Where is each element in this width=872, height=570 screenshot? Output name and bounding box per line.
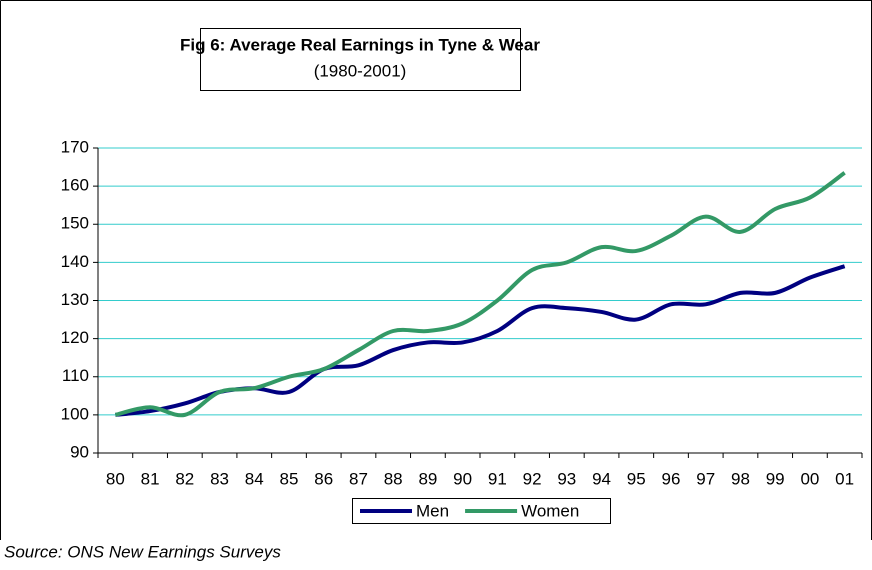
x-tick-label: 98 xyxy=(731,469,750,488)
y-tick-label: 100 xyxy=(61,404,89,423)
y-tick-label: 140 xyxy=(61,252,89,271)
x-tick-label: 93 xyxy=(557,469,576,488)
x-tick-label: 83 xyxy=(210,469,229,488)
x-tick-label: 92 xyxy=(523,469,542,488)
x-tick-label: 97 xyxy=(696,469,715,488)
y-tick-label: 150 xyxy=(61,214,89,233)
x-tick-label: 88 xyxy=(384,469,403,488)
source-note: Source: ONS New Earnings Surveys xyxy=(4,542,281,561)
x-tick-label: 01 xyxy=(835,469,854,488)
x-tick-label: 00 xyxy=(800,469,819,488)
series-line xyxy=(114,171,846,418)
x-tick-label: 91 xyxy=(488,469,507,488)
y-tick-label: 120 xyxy=(61,328,89,347)
x-tick-label: 96 xyxy=(662,469,681,488)
x-tick-label: 81 xyxy=(141,469,160,488)
title-box xyxy=(200,28,521,91)
y-tick-label: 160 xyxy=(61,176,89,195)
y-tick-label: 130 xyxy=(61,290,89,309)
x-tick-label: 85 xyxy=(280,469,299,488)
y-tick-label: 170 xyxy=(61,137,89,156)
x-tick-label: 90 xyxy=(453,469,472,488)
x-tick-label: 87 xyxy=(349,469,368,488)
x-tick-label: 84 xyxy=(245,469,264,488)
chart-title: Fig 6: Average Real Earnings in Tyne & W… xyxy=(180,35,540,54)
x-tick-label: 99 xyxy=(766,469,785,488)
x-tick-label: 86 xyxy=(314,469,333,488)
legend-label: Men xyxy=(416,501,449,520)
x-tick-label: 95 xyxy=(627,469,646,488)
legend-label: Women xyxy=(521,501,579,520)
y-tick-label: 110 xyxy=(62,366,89,385)
x-tick-label: 82 xyxy=(175,469,194,488)
x-tick-label: 89 xyxy=(418,469,437,488)
x-tick-label: 80 xyxy=(106,469,125,488)
y-tick-label: 90 xyxy=(70,442,89,461)
x-tick-label: 94 xyxy=(592,469,611,488)
chart-subtitle: (1980-2001) xyxy=(314,61,407,80)
